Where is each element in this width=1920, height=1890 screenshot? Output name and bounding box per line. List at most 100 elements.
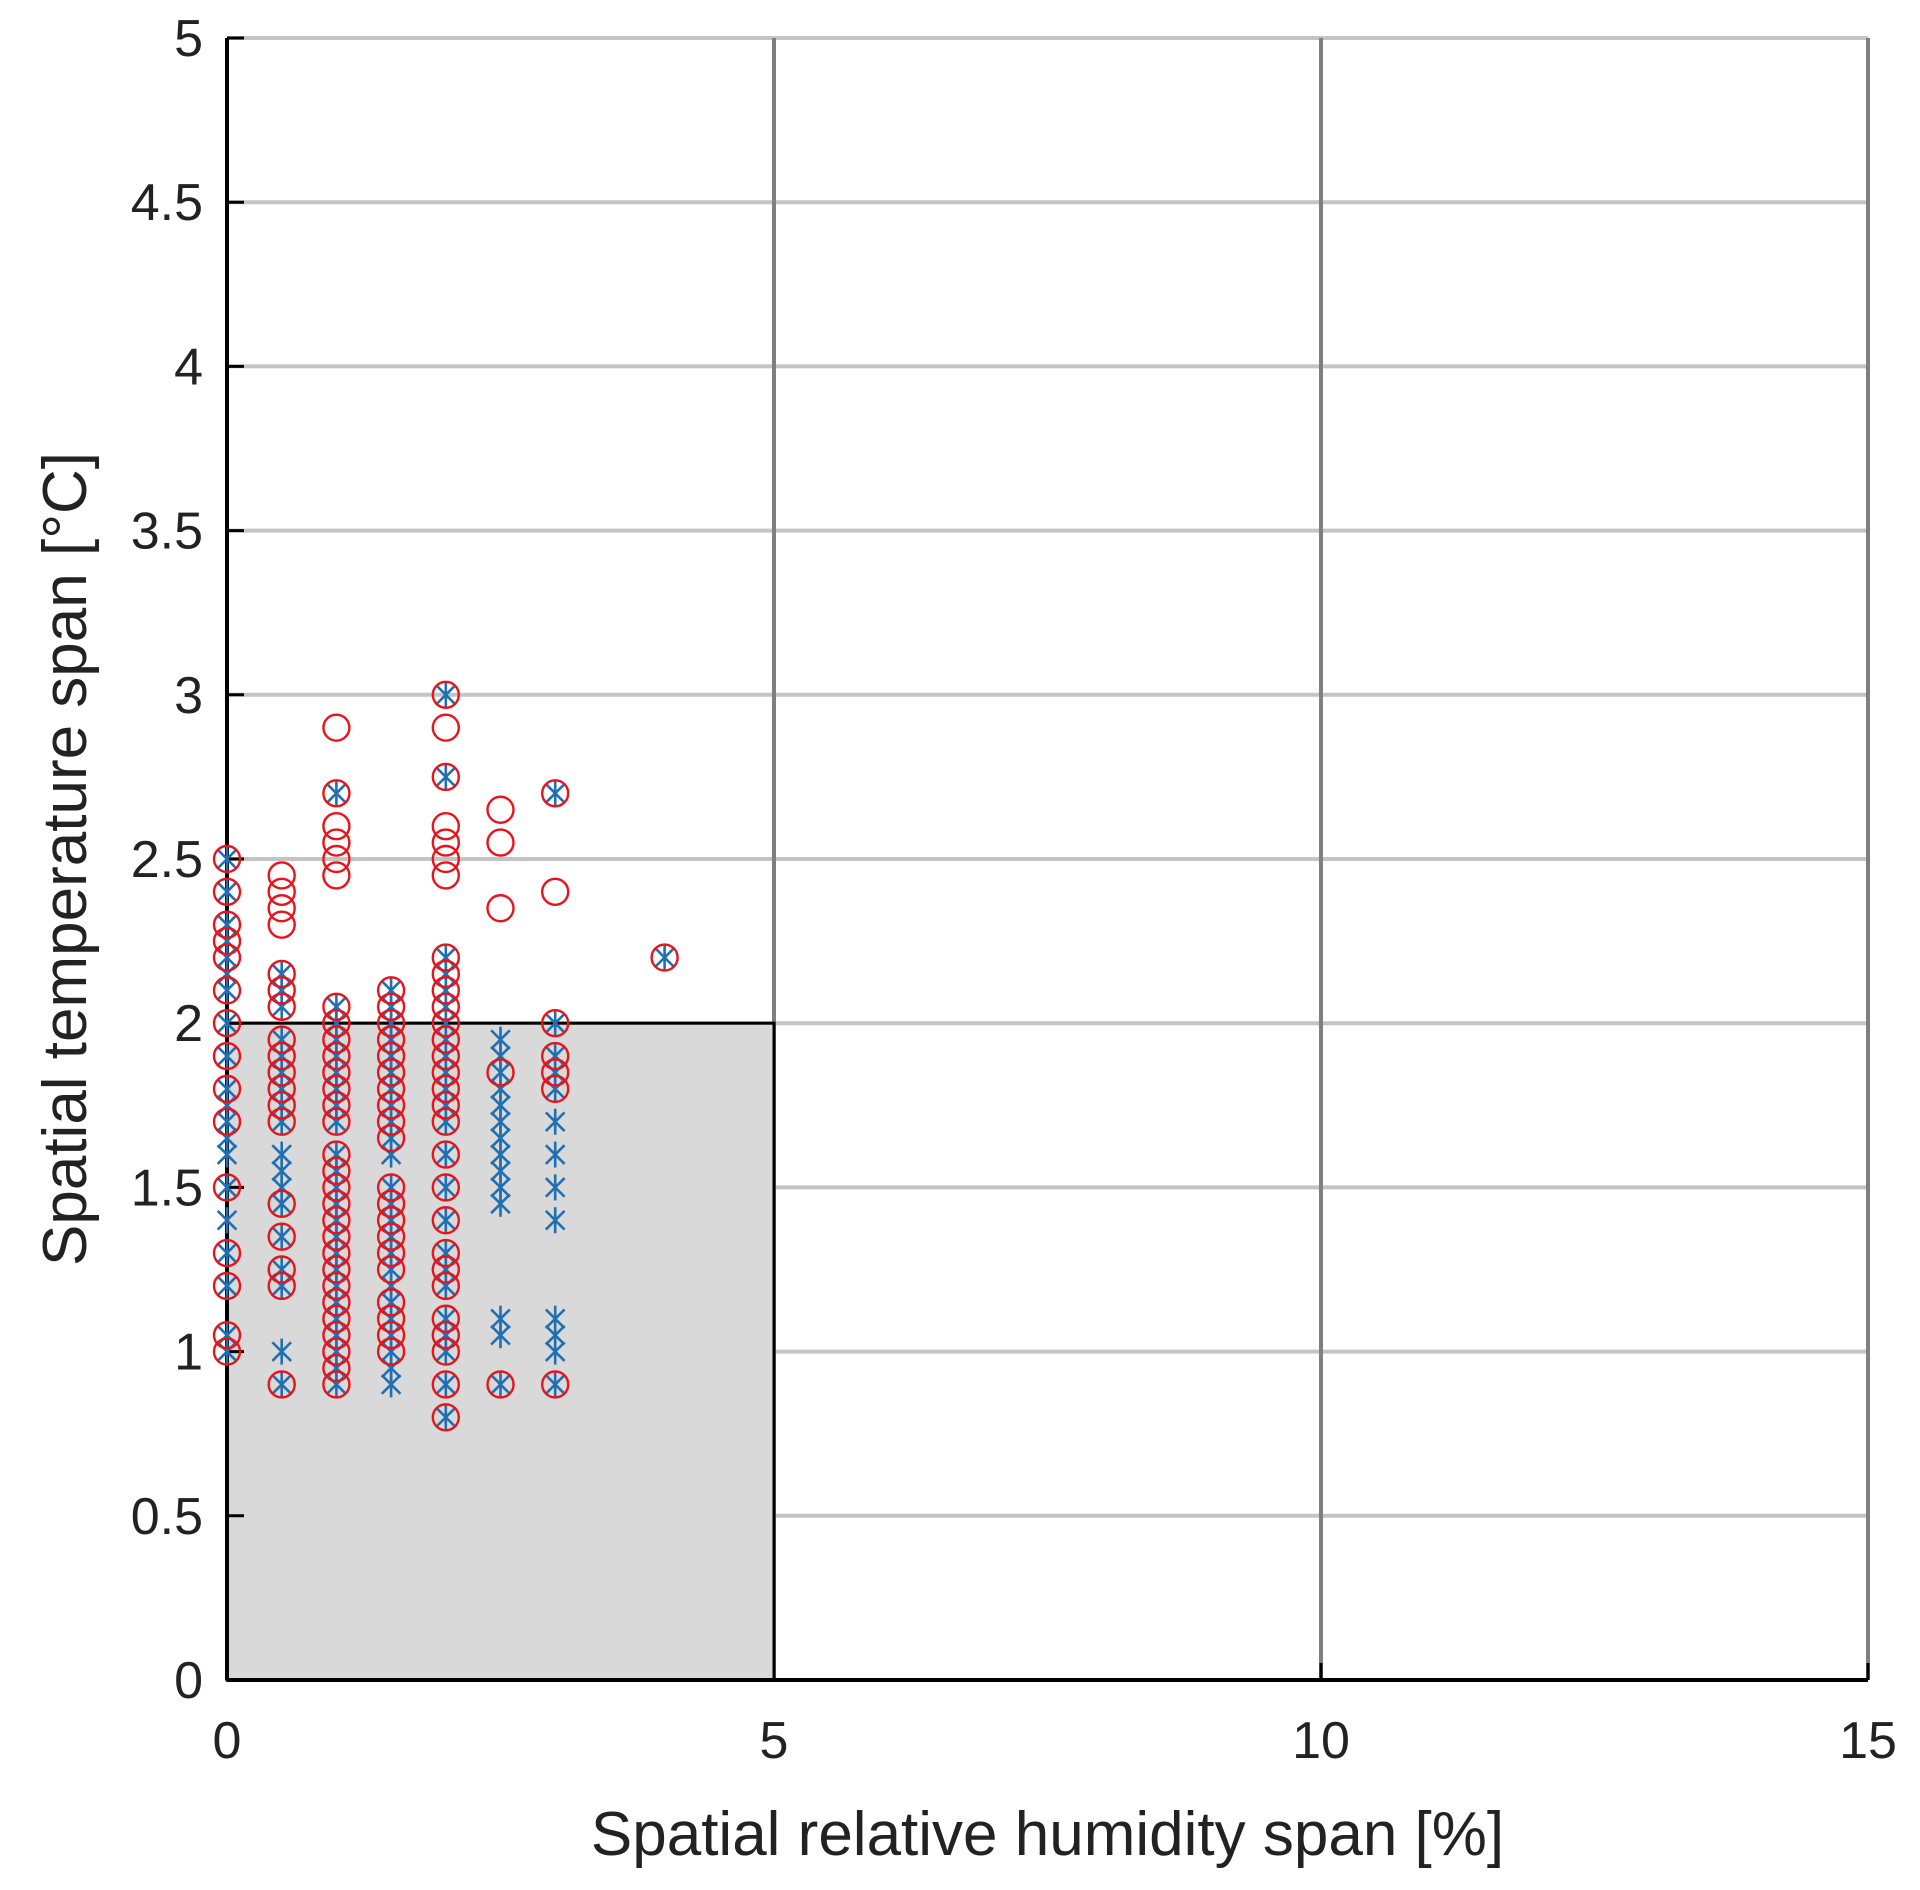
circle-point xyxy=(322,1320,351,1350)
star-stroke xyxy=(216,1111,238,1132)
star-point xyxy=(544,1108,566,1135)
y-tick-label: 1 xyxy=(174,1324,203,1382)
star-stroke xyxy=(216,980,238,1001)
circle-point xyxy=(322,1074,351,1104)
circle-point xyxy=(431,1206,460,1235)
circle-point xyxy=(322,779,351,808)
circle-point xyxy=(431,976,460,1005)
circle-point xyxy=(541,877,570,907)
circle-point xyxy=(322,1353,351,1383)
star-stroke xyxy=(490,1095,511,1116)
circle-point xyxy=(376,1222,406,1251)
star-point xyxy=(544,1305,566,1332)
star-stroke xyxy=(544,1324,566,1346)
circle-point xyxy=(431,1304,460,1333)
star-point xyxy=(216,1174,238,1201)
circle-point xyxy=(376,992,406,1021)
y-tick-label: 3.5 xyxy=(131,503,203,561)
star-point xyxy=(216,1075,238,1102)
circle-point xyxy=(322,1189,351,1219)
star-stroke xyxy=(216,1045,238,1067)
circle-point xyxy=(267,992,296,1021)
circle-point xyxy=(212,1009,242,1038)
tick-labels: 0 0.5 1 1.5 2 2.5 3 3.5 4 4.5 5 0 5 10 15 xyxy=(131,10,1897,1770)
circle-point xyxy=(431,992,460,1021)
circle-point xyxy=(267,1107,296,1136)
circle-point xyxy=(267,959,296,989)
circle-point xyxy=(376,1255,406,1284)
circle-point xyxy=(376,976,406,1005)
circle-point xyxy=(322,1091,351,1120)
circle-point xyxy=(322,1041,351,1071)
star-point xyxy=(216,846,238,872)
star-stroke xyxy=(544,1209,566,1231)
star-stroke xyxy=(271,1341,292,1362)
circle-point xyxy=(376,1304,406,1333)
circle-point xyxy=(541,1074,570,1104)
star-point xyxy=(544,1371,566,1398)
circle-point xyxy=(322,1271,351,1301)
circle-point xyxy=(212,926,242,956)
circle-point xyxy=(267,894,296,923)
star-point xyxy=(216,878,238,905)
circle-point xyxy=(322,1206,351,1235)
star-point xyxy=(271,1141,292,1168)
circle-point xyxy=(212,1238,242,1268)
x-axis-title: Spatial relative humidity span [%] xyxy=(591,1800,1504,1869)
star-stroke xyxy=(271,1374,292,1395)
circle-point xyxy=(376,1107,406,1136)
star-point xyxy=(435,1141,457,1168)
star-stroke xyxy=(544,1012,566,1034)
circle-point xyxy=(267,1370,296,1399)
star-stroke xyxy=(271,1160,292,1182)
y-tick-label: 4.5 xyxy=(131,174,203,232)
star-point xyxy=(544,1207,566,1234)
circle-point xyxy=(431,811,460,841)
circle-point xyxy=(267,1271,296,1301)
star-stroke xyxy=(654,947,675,968)
star-point xyxy=(435,1371,457,1398)
circle-point xyxy=(650,943,679,972)
circle-point xyxy=(322,1222,351,1251)
star-stroke xyxy=(435,1177,457,1198)
circle-point xyxy=(431,713,460,742)
star-stroke xyxy=(435,684,457,706)
circle-point xyxy=(212,943,242,972)
circle-point xyxy=(486,1058,515,1087)
circle-point xyxy=(212,1107,242,1136)
circle-point xyxy=(431,959,460,989)
y-tick-label: 1.5 xyxy=(131,1159,203,1217)
star-stroke xyxy=(544,1144,566,1165)
star-stroke xyxy=(490,1193,511,1215)
circle-point xyxy=(431,1041,460,1071)
circle-point xyxy=(431,1255,460,1284)
star-stroke xyxy=(326,783,347,804)
star-stroke xyxy=(490,1111,511,1132)
circle-point xyxy=(267,1058,296,1087)
circle-point xyxy=(267,910,296,939)
circle-point xyxy=(322,811,351,841)
circle-point xyxy=(376,1041,406,1071)
star-point xyxy=(544,1010,566,1037)
circle-point xyxy=(486,1370,515,1399)
star-point xyxy=(326,780,347,807)
circle-point xyxy=(322,1025,351,1054)
circle-point xyxy=(322,1009,351,1038)
star-stroke xyxy=(216,1078,238,1100)
circle-point xyxy=(322,1107,351,1136)
star-stroke xyxy=(490,1029,511,1050)
circle-point xyxy=(267,1074,296,1104)
circle-point xyxy=(376,1320,406,1350)
circle-point xyxy=(376,1123,406,1153)
circle-point xyxy=(267,1091,296,1120)
star-point xyxy=(435,1207,457,1234)
star-point xyxy=(216,1207,238,1234)
star-point xyxy=(216,1043,238,1070)
circle-point xyxy=(322,1255,351,1284)
star-point xyxy=(490,1305,511,1332)
star-stroke xyxy=(544,1177,566,1198)
circle-point xyxy=(376,1058,406,1087)
circle-point xyxy=(322,1156,351,1186)
data-points xyxy=(212,680,679,1432)
